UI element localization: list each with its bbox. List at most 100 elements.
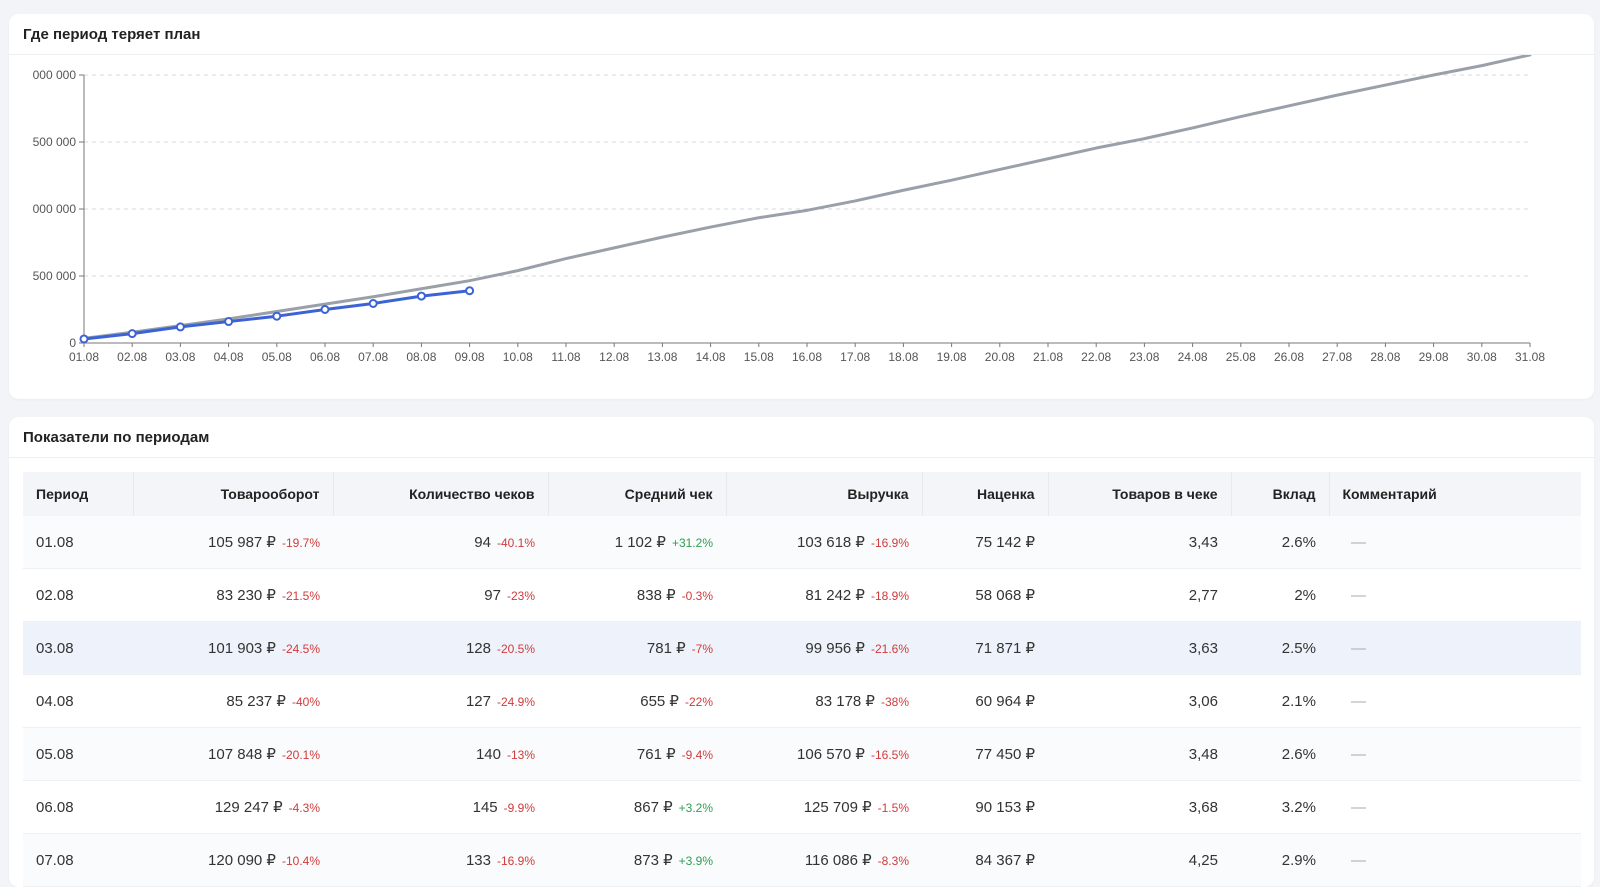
cell-checks-value: 97 (484, 586, 501, 604)
cell-markup-value: 77 450 ₽ (975, 746, 1035, 763)
cell-turnover: 85 237 ₽ -40% (133, 674, 333, 728)
cell-period: 02.08 (23, 568, 133, 622)
cell-turnover-delta: -21.5% (281, 589, 320, 603)
table-row[interactable]: 07.08 120 090 ₽ -10.4% 133 -16.9% 873 ₽ +3.9% 1… (23, 833, 1581, 887)
col-comment[interactable]: Комментарий (1329, 472, 1581, 516)
cell-revenue: 106 570 ₽ -16.5% (726, 727, 922, 781)
actual-point[interactable] (79, 334, 89, 344)
table-row[interactable]: 01.08 105 987 ₽ -19.7% 94 -40.1% 1 102 ₽ +31.2… (23, 516, 1581, 569)
cell-share: 2.5% (1231, 621, 1329, 675)
cell-comment-value: — (1351, 745, 1366, 763)
cell-checks-delta: -23% (506, 588, 535, 603)
y-tick-label: 000 000 (33, 202, 77, 216)
cell-revenue: 99 956 ₽ -21.6% (726, 621, 922, 675)
cell-turnover: 120 090 ₽ -10.4% (133, 833, 333, 887)
cell-turnover: 129 247 ₽ -4.3% (133, 780, 333, 834)
actual-point[interactable] (175, 322, 185, 332)
cell-checks: 133 -16.9% (333, 833, 548, 887)
cell-comment-value: — (1351, 586, 1366, 604)
cell-turnover-value: 129 247 ₽ (214, 799, 283, 816)
y-tick-label: 500 000 (33, 135, 77, 149)
cell-comment: — (1329, 621, 1581, 675)
col-period[interactable]: Период (23, 472, 134, 516)
cell-period: 03.08 (23, 621, 133, 675)
cell-revenue-value: 116 086 ₽ (804, 852, 872, 869)
table-row[interactable]: 04.08 85 237 ₽ -40% 127 -24.9% 655 ₽ -22% 83 17… (23, 674, 1581, 728)
actual-point[interactable] (465, 286, 475, 296)
cell-checks-value: 140 (475, 745, 501, 763)
cell-checks-value: 145 (472, 798, 498, 816)
cell-period-value: 03.08 (36, 639, 74, 657)
cell-items-per-check-value: 3,63 (1188, 639, 1218, 657)
actual-point[interactable] (320, 305, 330, 314)
cell-turnover-delta: -19.7% (281, 536, 320, 550)
y-tick-label: 0 (69, 336, 76, 350)
cell-period: 01.08 (23, 516, 133, 569)
cell-avg-check-delta: -22% (684, 695, 713, 709)
table-row[interactable]: 03.08 101 903 ₽ -24.5% 128 -20.5% 781 ₽ -7% 99 … (23, 621, 1581, 675)
cell-revenue-delta: -16.9% (870, 536, 909, 550)
cell-share: 2.6% (1231, 516, 1329, 569)
cell-avg-check: 867 ₽ +3.2% (548, 780, 726, 834)
cell-turnover: 101 903 ₽ -24.5% (133, 621, 333, 675)
cell-revenue: 125 709 ₽ -1.5% (726, 780, 922, 834)
table-row[interactable]: 06.08 129 247 ₽ -4.3% 145 -9.9% 867 ₽ +3.2% 125… (23, 780, 1581, 834)
actual-point[interactable] (368, 298, 378, 308)
cell-avg-check: 781 ₽ -7% (548, 621, 726, 675)
col-share[interactable]: Вклад (1231, 472, 1330, 516)
col-turnover[interactable]: Товарооборот (133, 472, 334, 516)
chart-card: Где период теряет план 000 000 500 000 000… (9, 14, 1594, 399)
x-tick-label: 12.08 (599, 350, 629, 364)
plan-line[interactable] (82, 55, 1532, 340)
cell-comment: — (1329, 833, 1581, 887)
cell-revenue-delta: -1.5% (877, 801, 909, 815)
cell-share-value: 2.6% (1281, 745, 1316, 763)
col-revenue[interactable]: Выручка (726, 472, 923, 516)
cell-turnover-delta: -4.3% (288, 801, 320, 815)
cell-checks: 140 -13% (333, 727, 548, 781)
actual-point[interactable] (416, 291, 426, 301)
cell-comment-value: — (1351, 798, 1366, 816)
col-avg-check[interactable]: Средний чек (548, 472, 727, 516)
cell-avg-check-value: 838 ₽ (636, 587, 676, 604)
plan-chart[interactable]: 000 000 500 000 000 000 500 000 001.08 02.08 0… (9, 55, 1594, 395)
cell-revenue-delta: -38% (880, 695, 909, 709)
cell-items-per-check-value: 3,48 (1188, 745, 1218, 763)
cell-items-per-check-value: 3,06 (1188, 692, 1218, 710)
cell-markup: 71 871 ₽ (922, 621, 1048, 675)
cell-markup-value: 75 142 ₽ (975, 534, 1035, 551)
cell-markup-value: 58 068 ₽ (975, 587, 1035, 604)
x-tick-label: 09.08 (455, 350, 485, 364)
cell-revenue: 81 242 ₽ -18.9% (726, 568, 922, 622)
cell-revenue-value: 103 618 ₽ (797, 534, 865, 551)
cell-revenue-value: 106 570 ₽ (797, 746, 865, 763)
cell-comment-value: — (1351, 639, 1366, 657)
cell-turnover-value: 105 987 ₽ (208, 534, 276, 551)
cell-checks-value: 94 (474, 533, 491, 551)
cell-turnover-value: 120 090 ₽ (208, 852, 276, 869)
col-checks[interactable]: Количество чеков (333, 472, 549, 516)
x-tick-label: 26.08 (1274, 350, 1304, 364)
table-row[interactable]: 05.08 107 848 ₽ -20.1% 140 -13% 761 ₽ -9.4% 106… (23, 727, 1581, 781)
actual-point[interactable] (224, 317, 234, 327)
cell-checks-value: 127 (465, 692, 491, 710)
actual-point[interactable] (127, 329, 137, 339)
x-tick-label: 27.08 (1322, 350, 1352, 364)
cell-items-per-check: 3,43 (1048, 516, 1231, 569)
x-tick-label: 31.08 (1515, 350, 1545, 364)
cell-items-per-check: 3,68 (1048, 780, 1231, 834)
cell-markup-value: 84 367 ₽ (975, 852, 1035, 869)
col-items-per-check[interactable]: Товаров в чеке (1048, 472, 1232, 516)
x-tick-label: 20.08 (985, 350, 1015, 364)
cell-checks-value: 133 (465, 851, 491, 869)
table-row[interactable]: 02.08 83 230 ₽ -21.5% 97 -23% 838 ₽ -0.3% 81 24… (23, 568, 1581, 622)
x-tick-label: 08.08 (406, 350, 436, 364)
x-tick-label: 28.08 (1370, 350, 1400, 364)
actual-point[interactable] (272, 311, 282, 321)
cell-period: 07.08 (23, 833, 133, 887)
cell-items-per-check: 3,63 (1048, 621, 1231, 675)
period-table-wrapper: Период Товарооборот Количество чеков Сре… (23, 472, 1581, 887)
col-markup[interactable]: Наценка (922, 472, 1049, 516)
x-tick-label: 30.08 (1467, 350, 1497, 364)
x-tick-label: 25.08 (1226, 350, 1256, 364)
